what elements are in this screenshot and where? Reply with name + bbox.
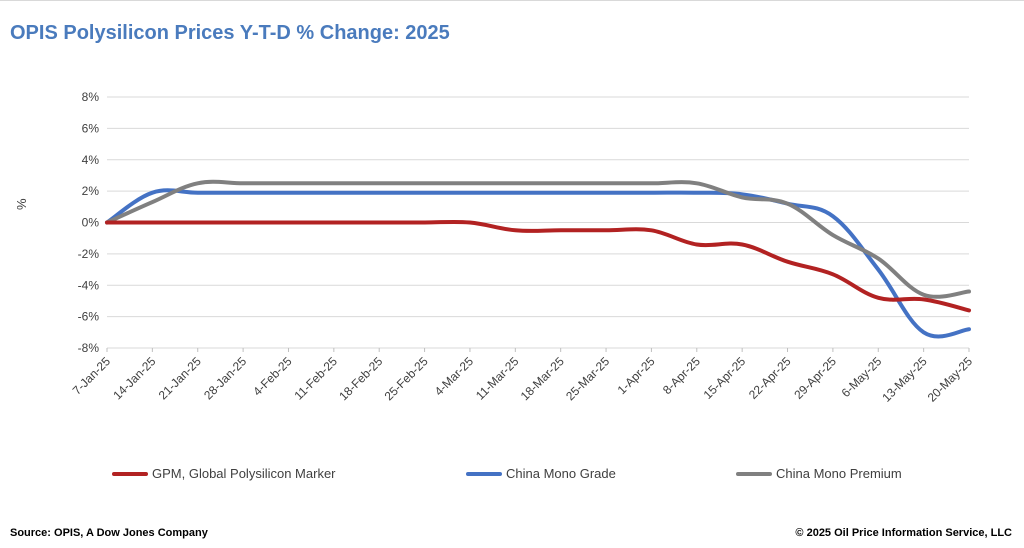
y-tick-label: -2% [78,247,100,261]
chart-title: OPIS Polysilicon Prices Y-T-D % Change: … [10,22,450,44]
x-tick-label: 18-Feb-25 [336,354,385,403]
source-note: Source: OPIS, A Dow Jones Company [10,527,208,539]
legend-swatch-gpm [112,471,148,476]
x-tick-label: 14-Jan-25 [110,354,158,402]
series-line-china-mono-premium [105,179,971,299]
y-tick-label: 8% [82,90,100,104]
legend-item-china-mono-premium: China Mono Premium [736,466,902,481]
series-line-china-mono-grade [105,188,971,339]
x-tick-label: 11-Feb-25 [292,354,341,403]
x-tick-label: 8-Apr-25 [660,354,703,397]
x-tick-label: 20-May-25 [925,354,976,405]
series-line-gpm [105,219,971,313]
x-tick-label: 7-Jan-25 [70,354,114,398]
x-tick-label: 4-Mar-25 [432,354,477,399]
x-tick-label: 21-Jan-25 [156,354,204,402]
x-tick-label: 18-Mar-25 [518,354,567,403]
y-tick-label: 0% [82,216,100,230]
y-tick-label: 4% [82,153,100,167]
y-tick-label: -6% [78,310,100,324]
legend-label-china-mono-premium: China Mono Premium [776,466,902,481]
legend-label-china-mono-grade: China Mono Grade [506,466,616,481]
legend-swatch-china-mono-grade [466,471,502,476]
x-tick-label: 15-Apr-25 [701,354,749,402]
legend-label-gpm: GPM, Global Polysilicon Marker [152,466,336,481]
legend: GPM, Global Polysilicon Marker China Mon… [0,466,1024,482]
x-tick-label: 13-May-25 [879,354,930,405]
x-tick-label: 11-Mar-25 [473,354,522,403]
x-tick-label: 22-Apr-25 [746,354,794,402]
x-tick-label: 29-Apr-25 [791,354,839,402]
x-tick-label: 1-Apr-25 [615,354,658,397]
x-tick-label: 25-Mar-25 [563,354,612,403]
x-tick-label: 25-Feb-25 [382,354,431,403]
x-tick-label: 6-May-25 [839,354,885,400]
y-tick-label: 6% [82,121,100,135]
copyright-note: © 2025 Oil Price Information Service, LL… [795,527,1012,539]
x-tick-label: 4-Feb-25 [250,354,295,399]
legend-swatch-china-mono-premium [736,471,772,476]
y-tick-label: -4% [78,278,100,292]
y-tick-label: 2% [82,184,100,198]
y-tick-label: -8% [78,341,100,355]
x-tick-label: 28-Jan-25 [201,354,249,402]
legend-item-china-mono-grade: China Mono Grade [466,466,616,481]
legend-item-gpm: GPM, Global Polysilicon Marker [112,466,336,481]
